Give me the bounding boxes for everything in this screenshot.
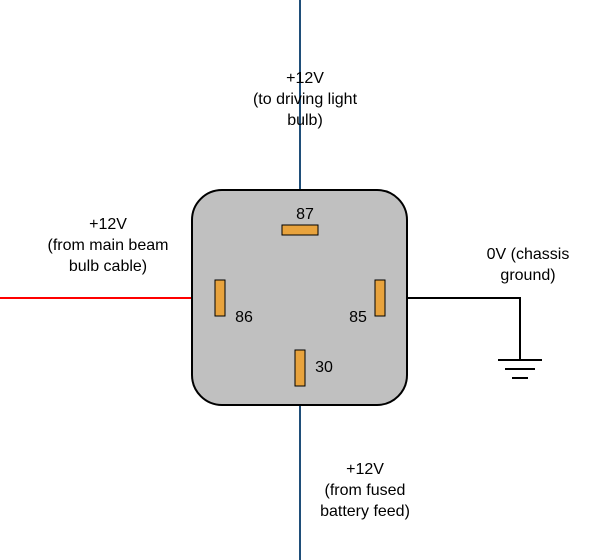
label-right-line2: ground) — [500, 267, 555, 284]
label-bottom-line3: battery feed) — [320, 503, 410, 520]
label-right-line1: 0V (chassis — [487, 246, 570, 263]
terminal-number-87: 87 — [296, 206, 314, 223]
terminal-number-86: 86 — [235, 309, 253, 326]
label-left-line1: +12V — [89, 216, 127, 233]
label-top-line1: +12V — [286, 70, 324, 87]
label-top-line3: bulb) — [287, 112, 323, 129]
label-bottom-line1: +12V — [346, 461, 384, 478]
label-left-line3: bulb cable) — [69, 258, 147, 275]
terminal-number-30: 30 — [315, 359, 333, 376]
label-right: 0V (chassis ground) — [428, 245, 610, 287]
terminal-85 — [375, 280, 385, 316]
terminal-number-85: 85 — [349, 309, 367, 326]
label-bottom: +12V (from fused battery feed) — [265, 460, 465, 522]
terminal-86 — [215, 280, 225, 316]
label-left-line2: (from main beam — [48, 237, 169, 254]
label-bottom-line2: (from fused — [325, 482, 406, 499]
label-top-line2: (to driving light — [253, 91, 357, 108]
label-left: +12V (from main beam bulb cable) — [8, 215, 208, 277]
terminal-30 — [295, 350, 305, 386]
terminal-87 — [282, 225, 318, 235]
label-top: +12V (to driving light bulb) — [205, 69, 405, 131]
